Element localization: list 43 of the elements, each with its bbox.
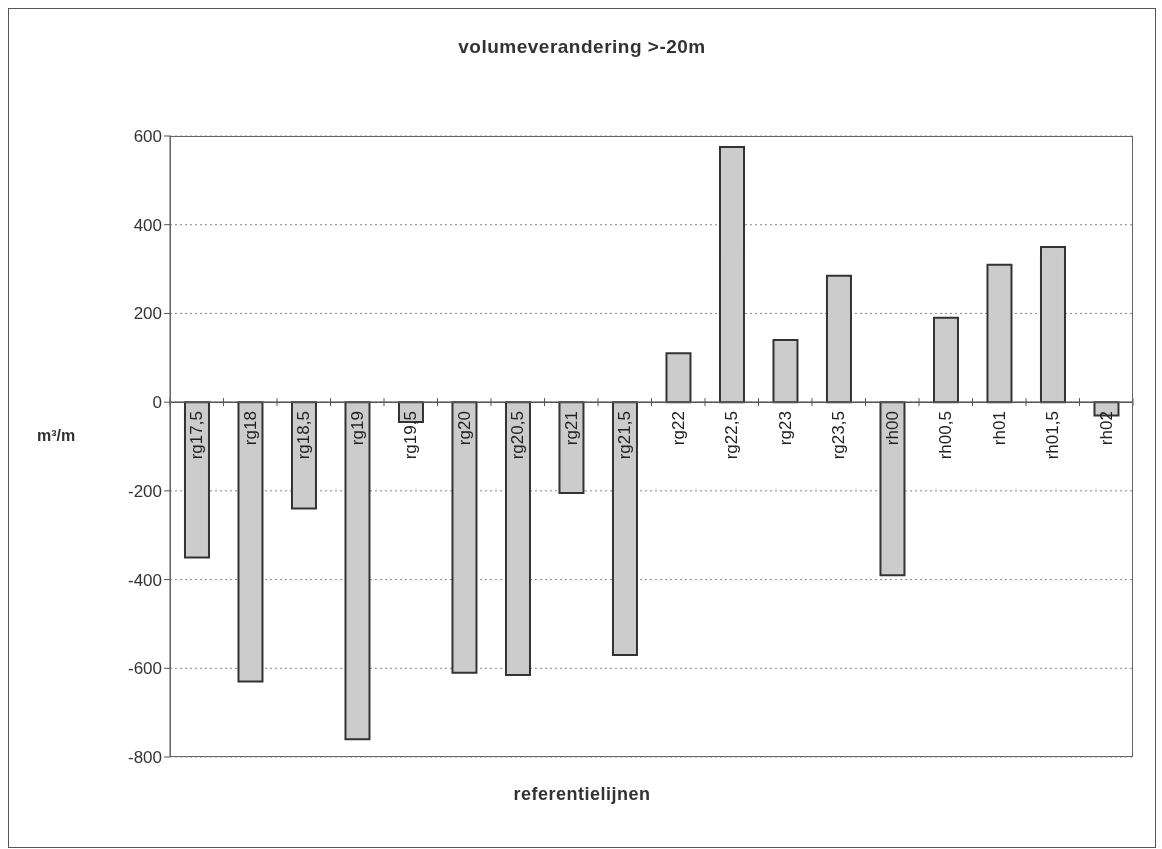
x-tick-label: rh01,5 bbox=[1043, 411, 1063, 460]
y-tick-label: -800 bbox=[127, 748, 162, 768]
x-tick-label: rg19,5 bbox=[401, 411, 421, 460]
x-tick-label: rg23,5 bbox=[829, 411, 849, 460]
x-tick-label: rg18 bbox=[240, 411, 260, 446]
x-tick-label: rh00 bbox=[882, 411, 902, 446]
y-tick-label: -400 bbox=[127, 570, 162, 590]
bar bbox=[183, 401, 210, 559]
bar bbox=[1039, 245, 1066, 404]
bar bbox=[879, 401, 906, 577]
x-tick-label: rh01 bbox=[989, 411, 1009, 446]
x-tick-label: rg22 bbox=[668, 411, 688, 446]
bar bbox=[344, 401, 371, 741]
x-tick-label: rg23 bbox=[775, 411, 795, 446]
x-tick-label: rg17,5 bbox=[187, 411, 207, 460]
x-tick-label: rh00,5 bbox=[936, 411, 956, 460]
x-tick-label: rg21,5 bbox=[615, 411, 635, 460]
x-tick-label: rg18,5 bbox=[294, 411, 314, 460]
y-tick-label: -200 bbox=[127, 481, 162, 501]
x-tick-label: rg22,5 bbox=[722, 411, 742, 460]
x-tick-label: rg20 bbox=[454, 411, 474, 446]
y-tick-label: 0 bbox=[152, 393, 162, 413]
x-axis-title: referentielijnen bbox=[512, 784, 652, 805]
bar bbox=[772, 339, 799, 404]
y-tick-label: 200 bbox=[133, 304, 162, 324]
bar bbox=[237, 401, 264, 683]
bar bbox=[504, 401, 531, 676]
x-tick-label: rg20,5 bbox=[508, 411, 528, 460]
chart-title: volumeverandering >-20m bbox=[457, 36, 707, 58]
bar bbox=[718, 146, 745, 404]
bar bbox=[986, 263, 1013, 404]
y-tick-label: -600 bbox=[127, 659, 162, 679]
x-tick-label: rh02 bbox=[1096, 411, 1116, 446]
x-tick-label: rg19 bbox=[347, 411, 367, 446]
y-axis-title: m³/m bbox=[37, 427, 76, 445]
y-tick-label: 400 bbox=[133, 215, 162, 235]
x-tick-label: rg21 bbox=[561, 411, 581, 446]
bar bbox=[825, 274, 852, 404]
bar bbox=[932, 316, 959, 404]
bar bbox=[665, 352, 692, 404]
bar bbox=[451, 401, 478, 674]
bar bbox=[611, 401, 638, 656]
y-tick-label: 600 bbox=[133, 127, 162, 147]
